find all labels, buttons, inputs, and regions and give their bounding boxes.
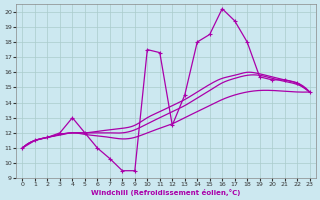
X-axis label: Windchill (Refroidissement éolien,°C): Windchill (Refroidissement éolien,°C)	[91, 189, 241, 196]
